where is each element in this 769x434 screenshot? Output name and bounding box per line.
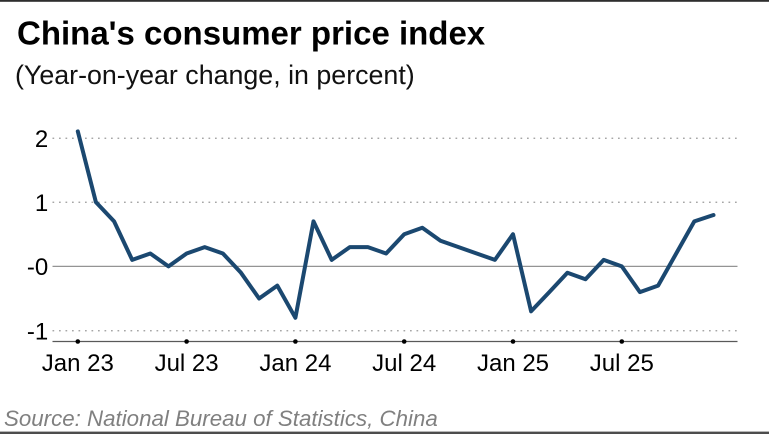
svg-text:Jul 23: Jul 23 bbox=[155, 350, 219, 377]
svg-text:2: 2 bbox=[35, 126, 48, 153]
svg-text:-1: -1 bbox=[27, 319, 48, 346]
svg-text:Jul 25: Jul 25 bbox=[590, 350, 654, 377]
svg-text:Jul 24: Jul 24 bbox=[372, 350, 436, 377]
svg-text:Jan 25: Jan 25 bbox=[477, 350, 549, 377]
svg-text:China's consumer price index: China's consumer price index bbox=[17, 15, 486, 52]
svg-text:Jan 24: Jan 24 bbox=[259, 350, 331, 377]
svg-text:(Year-on-year change, in perce: (Year-on-year change, in percent) bbox=[15, 60, 415, 90]
svg-text:Source: National Bureau of Sta: Source: National Bureau of Statistics, C… bbox=[4, 406, 438, 431]
svg-text:Jan 23: Jan 23 bbox=[42, 350, 114, 377]
svg-text:1: 1 bbox=[35, 190, 48, 217]
svg-text:-0: -0 bbox=[27, 254, 48, 281]
